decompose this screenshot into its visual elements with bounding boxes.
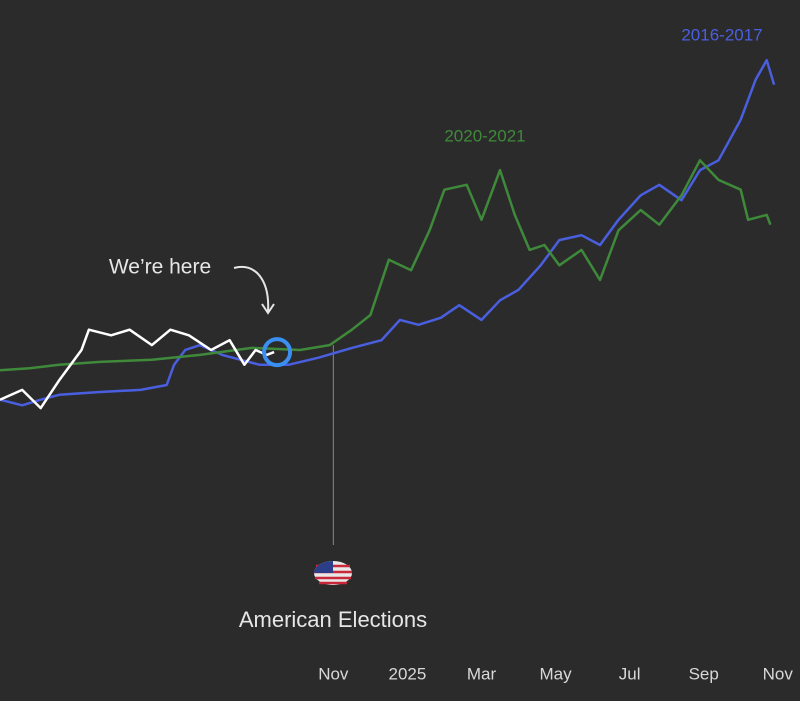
series-label: 2020-2021 bbox=[444, 126, 525, 145]
x-tick-label: Jul bbox=[619, 664, 641, 683]
here-arrow bbox=[233, 265, 275, 315]
series-line bbox=[0, 328, 275, 410]
x-tick-label: Sep bbox=[689, 664, 719, 683]
x-tick-label: Nov bbox=[763, 664, 794, 683]
annotation: American Elections bbox=[239, 607, 427, 632]
x-tick-label: 2025 bbox=[388, 664, 426, 683]
series-line bbox=[0, 159, 772, 372]
series-label: 2016-2017 bbox=[681, 25, 762, 44]
x-tick-label: Mar bbox=[467, 664, 497, 683]
x-tick-label: May bbox=[539, 664, 572, 683]
x-tick-label: Nov bbox=[318, 664, 349, 683]
flag bbox=[314, 561, 352, 585]
here-circle bbox=[262, 337, 293, 368]
annotation: We’re here bbox=[109, 256, 211, 279]
series-line bbox=[0, 58, 776, 407]
